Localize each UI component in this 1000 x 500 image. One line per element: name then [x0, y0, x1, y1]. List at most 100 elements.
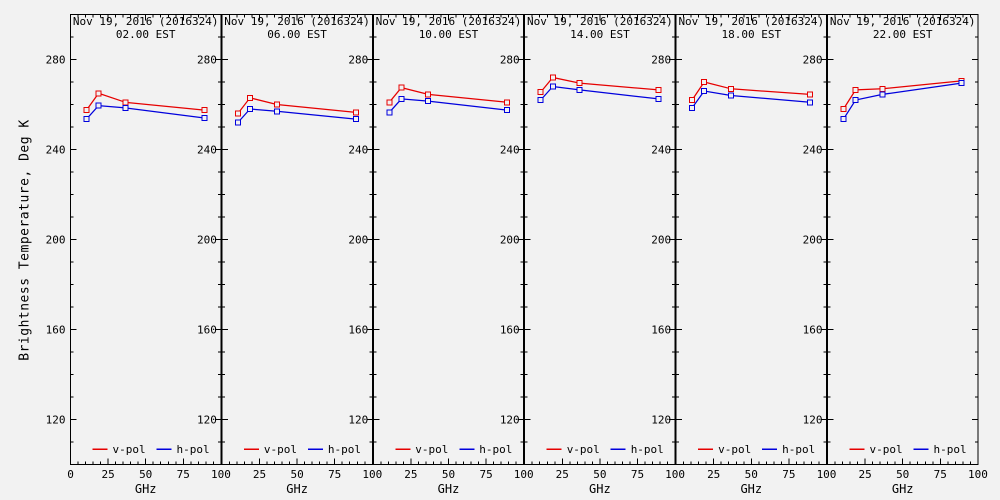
h-pol-marker [576, 86, 583, 93]
panel-title-time: 18.00 EST [721, 28, 781, 41]
h-pol-marker [728, 92, 734, 99]
y-tick-label: 240 [46, 144, 66, 157]
x-tick-label: 100 [817, 468, 837, 481]
v-pol-line [691, 81, 811, 101]
x-tick-label: 75 [177, 468, 190, 481]
v-pol-line [237, 97, 356, 114]
h-pol-marker [958, 80, 965, 87]
v-pol-marker [83, 107, 90, 114]
x-tick-label: 100 [211, 468, 231, 481]
v-pol-marker [398, 84, 405, 91]
v-pol-marker [234, 110, 241, 117]
x-tick-label: 75 [479, 468, 492, 481]
h-pol-marker [689, 104, 696, 111]
panel-title-time: 10.00 EST [419, 28, 479, 41]
v-pol-marker [728, 85, 734, 92]
h-pol-marker [122, 104, 129, 111]
y-tick-label: 200 [46, 234, 66, 247]
h-pol-marker [247, 106, 253, 112]
v-pol-marker [852, 86, 859, 93]
y-tick-label: 240 [651, 144, 671, 157]
x-tick-label: 100 [362, 468, 382, 481]
h-pol-marker [655, 95, 662, 102]
h-pol-marker [840, 116, 847, 123]
x-tick-label: 50 [290, 468, 303, 481]
h-pol-line [86, 104, 205, 120]
x-tick-label: 25 [707, 468, 720, 481]
legend-vpol-label: v-pol [718, 443, 751, 456]
h-pol-line [237, 108, 356, 123]
y-tick-label: 280 [500, 54, 520, 67]
h-pol-marker [852, 97, 859, 103]
v-pol-marker [273, 101, 280, 108]
h-pol-marker [386, 109, 393, 116]
legend-hpol-label: h-pol [479, 443, 512, 456]
x-axis-title: GHz [135, 482, 157, 496]
y-tick-label: 240 [348, 144, 368, 157]
y-tick-label: 160 [348, 324, 368, 337]
legend-hpol-label: h-pol [631, 443, 664, 456]
v-pol-marker [807, 91, 813, 98]
legend-hpol-label: h-pol [934, 443, 967, 456]
legend-vpol-label: v-pol [264, 443, 297, 456]
v-pol-line [540, 76, 659, 93]
v-pol-marker [549, 74, 556, 81]
x-tick-label: 50 [745, 468, 758, 481]
panel-title-time: 02.00 EST [116, 28, 176, 41]
v-pol-line [842, 80, 962, 110]
panel-title-date: Nov 19, 2016 (2016324) [73, 15, 219, 28]
x-tick-label: 100 [514, 468, 534, 481]
x-tick-label: 100 [665, 468, 685, 481]
x-axis-title: GHz [740, 482, 762, 496]
h-pol-line [388, 98, 508, 113]
y-tick-label: 240 [500, 144, 520, 157]
x-tick-label: 50 [139, 468, 152, 481]
y-tick-label: 200 [651, 234, 671, 247]
y-tick-label: 200 [803, 234, 823, 247]
legend-vpol-label: v-pol [415, 443, 448, 456]
y-tick-label: 120 [500, 414, 520, 427]
v-pol-marker [879, 85, 886, 92]
h-pol-marker [549, 83, 556, 90]
v-pol-marker [576, 80, 583, 87]
x-tick-label: 25 [556, 468, 569, 481]
h-pol-marker [701, 88, 708, 94]
h-pol-marker [234, 119, 241, 126]
v-pol-marker [95, 90, 102, 97]
v-pol-marker [352, 109, 359, 116]
panel-title-date: Nov 19, 2016 (2016324) [376, 15, 522, 28]
y-tick-label: 160 [651, 324, 671, 337]
panel-3: 120 160 200 240 280 25 50 75 100 GHz Nov 19, 2016 … [348, 14, 534, 496]
x-tick-label: 0 [67, 468, 74, 481]
x-axis-title: GHz [892, 482, 914, 496]
panel-1: 120 160 200 240 280 0 25 50 75 100 GHz Nov 19, 2016… [46, 14, 231, 496]
h-pol-marker [537, 97, 544, 103]
panel-title-date: Nov 19, 2016 (2016324) [678, 15, 824, 28]
y-tick-label: 120 [197, 414, 217, 427]
x-tick-label: 50 [593, 468, 606, 481]
legend-vpol-label: v-pol [870, 443, 903, 456]
x-tick-label: 75 [328, 468, 341, 481]
y-tick-label: 240 [197, 144, 217, 157]
panel-2: 120 160 200 240 280 25 50 75 100 GHz Nov 19, 2016 … [197, 14, 382, 496]
legend-vpol-label: v-pol [567, 443, 600, 456]
y-tick-label: 240 [803, 144, 823, 157]
y-tick-label: 200 [197, 234, 217, 247]
h-pol-marker [201, 115, 208, 121]
v-pol-marker [504, 99, 511, 106]
h-pol-marker [83, 116, 90, 123]
legend-hpol-label: h-pol [328, 443, 361, 456]
h-pol-line [842, 82, 962, 120]
y-tick-label: 160 [500, 324, 520, 337]
v-pol-line [388, 86, 508, 103]
y-tick-label: 160 [197, 324, 217, 337]
y-tick-label: 280 [46, 54, 66, 67]
y-tick-label: 160 [803, 324, 823, 337]
v-pol-marker [247, 94, 253, 101]
h-pol-marker [879, 91, 886, 98]
v-pol-marker [386, 99, 393, 106]
y-tick-label: 120 [348, 414, 368, 427]
x-tick-label: 25 [101, 468, 114, 481]
panel-5: 120 160 200 240 280 25 50 75 100 GHz Nov 19, 2016 … [651, 14, 837, 496]
